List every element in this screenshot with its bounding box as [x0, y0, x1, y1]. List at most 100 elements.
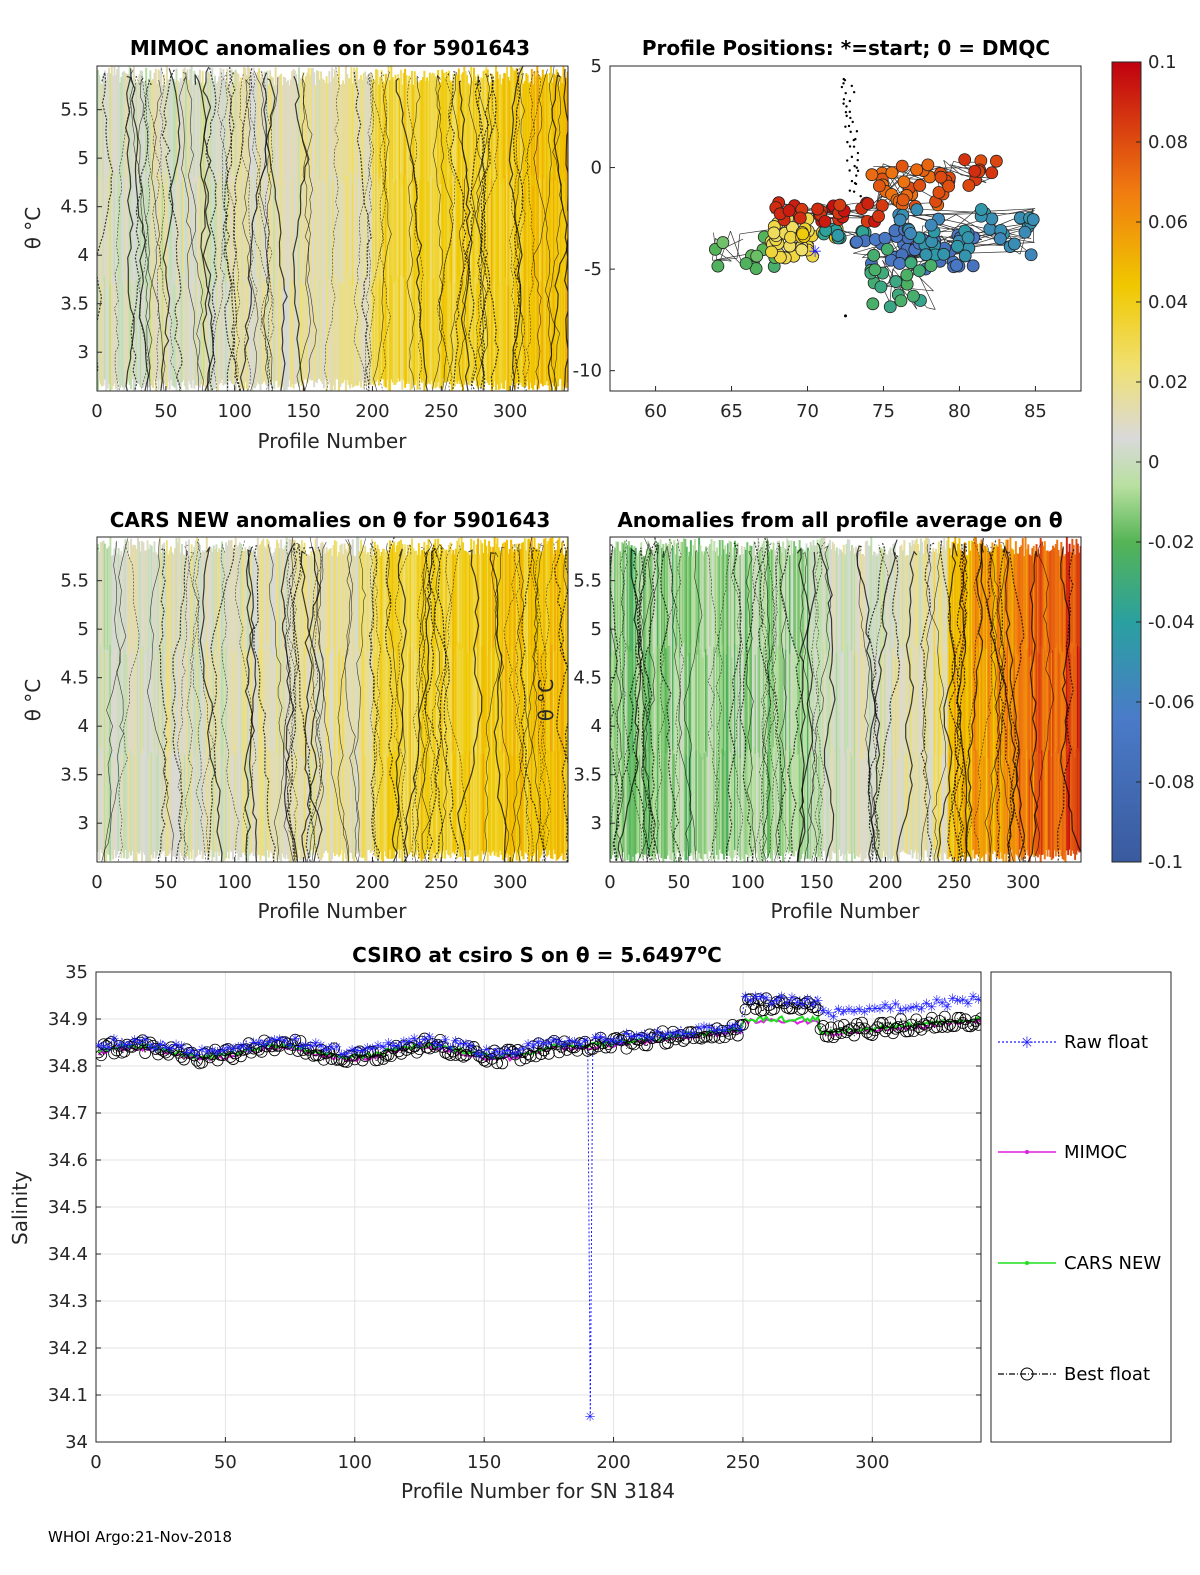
contour-line [547, 74, 568, 391]
heatmap-cell [112, 75, 115, 180]
salinity-title: CSIRO at csiro S on θ = 5.6497oC [352, 942, 722, 967]
heatmap-cell [976, 750, 979, 855]
heatmap-cell [230, 278, 233, 384]
heatmap-cell [739, 554, 742, 657]
heatmap-cell [240, 77, 243, 182]
raw-float-point: ✳ [300, 1039, 311, 1054]
heatmap-cell [135, 549, 138, 654]
raw-float-point: ✳ [849, 1005, 860, 1020]
heatmap-cell [328, 174, 331, 280]
heatmap-cell [537, 283, 540, 389]
contour-line [796, 547, 811, 862]
heatmap-cell [397, 175, 400, 278]
heatmap-cell [849, 651, 852, 753]
heatmap-cell [434, 76, 437, 181]
contour-line [323, 67, 340, 391]
heatmap-cell [431, 547, 434, 652]
heatmap-cell [678, 657, 681, 760]
heatmap-cell [196, 182, 199, 285]
legend-raw: ✳ Raw float [998, 1032, 1148, 1053]
heatmap-cell [124, 642, 127, 747]
heatmap-cell [625, 554, 628, 656]
heatmap-cell [423, 647, 426, 753]
y-tick-label: 3.5 [60, 294, 89, 315]
heatmap-cell [539, 280, 542, 384]
heatmap-cell [332, 282, 335, 386]
profile-position [983, 222, 997, 236]
heatmap-cell [790, 540, 793, 645]
heatmap-cell [380, 757, 383, 861]
heatmap-cell [507, 181, 510, 287]
heatmap-cell [386, 755, 389, 859]
profile-position [865, 168, 879, 182]
heatmap-cell [522, 83, 525, 186]
heatmap-cell [416, 554, 419, 654]
heatmap-cell [245, 650, 248, 751]
heatmap-cell [758, 757, 761, 862]
heatmap-cell [955, 654, 958, 759]
heatmap-cell [270, 653, 273, 754]
dmqc-point [842, 98, 846, 101]
heatmap-cell [131, 81, 134, 181]
heatmap-cell [768, 652, 771, 754]
heatmap-cell [187, 179, 190, 281]
heatmap-cell [663, 756, 666, 859]
heatmap-cell [529, 555, 532, 656]
heatmap-cell [939, 654, 942, 755]
best-float-point [333, 1053, 346, 1066]
heatmap-cell [238, 751, 241, 857]
heatmap-cell [941, 755, 944, 861]
heatmap-cell [827, 647, 830, 753]
heatmap-cell [1050, 549, 1053, 654]
heatmap-cell [518, 281, 521, 385]
heatmap-cell [951, 648, 954, 756]
heatmap-cell [486, 278, 489, 383]
x-tick-label: 0 [604, 872, 615, 893]
heatmap-cell [816, 539, 819, 647]
heatmap-cell [320, 754, 323, 861]
heatmap-cell [900, 646, 903, 750]
heatmap-cell [995, 752, 998, 858]
heatmap-cell [141, 540, 144, 649]
heatmap-cell [366, 651, 369, 751]
heatmap-cell [255, 74, 258, 179]
contour-line [563, 68, 568, 391]
heatmap-cell [296, 83, 299, 185]
y-tick-label: 34.2 [48, 1338, 88, 1359]
heatmap-cell [893, 755, 896, 862]
heatmap-cell [271, 77, 274, 179]
heatmap-cell [342, 554, 345, 657]
heatmap-cell [271, 178, 274, 280]
heatmap-cell [822, 538, 825, 643]
y-tick-label: 3.5 [573, 765, 602, 786]
heatmap-cell [372, 554, 375, 654]
heatmap-cell [288, 281, 291, 381]
x-tick-label: 150 [467, 1452, 501, 1473]
heatmap-cell [256, 71, 259, 176]
positions-axes-box [609, 65, 1082, 392]
heatmap-cell [124, 539, 127, 644]
heatmap-cell [233, 280, 236, 386]
heatmap-cell [793, 646, 796, 752]
heatmap-cell [495, 646, 497, 750]
heatmap-cell [755, 752, 758, 852]
heatmap-cell [561, 82, 564, 187]
heatmap-cell [377, 84, 380, 186]
profile-position [880, 242, 894, 256]
heatmap-cell [254, 552, 256, 652]
heatmap-cell [438, 184, 441, 287]
contour-line [353, 72, 372, 391]
contour-line [101, 540, 125, 862]
heatmap-cell [344, 174, 347, 283]
heatmap-cell [397, 74, 400, 176]
dmqc-point [850, 179, 854, 183]
heatmap-cell [163, 542, 166, 646]
heatmap-cell [1056, 747, 1059, 852]
heatmap-cell [160, 653, 163, 754]
x-tick-label: 0 [90, 1452, 101, 1473]
heatmap-cell [1064, 554, 1067, 657]
contour-line [217, 72, 241, 391]
heatmap-cell [153, 748, 156, 852]
heatmap-cell [346, 74, 349, 177]
heatmap-cell [667, 645, 670, 749]
